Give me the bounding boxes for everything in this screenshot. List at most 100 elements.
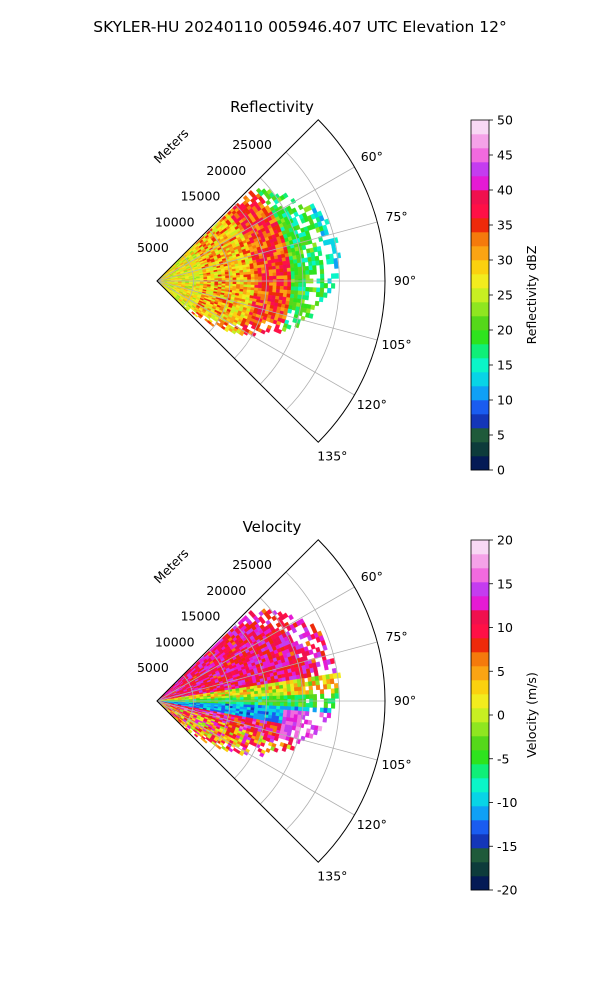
colorbar-swatch: [471, 148, 489, 163]
angle-tick-label: 105°: [381, 337, 411, 352]
colorbar-swatch: [471, 302, 489, 317]
colorbar-swatch: [471, 162, 489, 177]
range-tick-label: 25000: [232, 557, 272, 572]
angle-tick-label: 120°: [357, 397, 387, 412]
colorbar-swatch: [471, 428, 489, 443]
angle-tick-label: 105°: [381, 757, 411, 772]
azimuth-line-120: [156, 700, 355, 816]
colorbar-swatch: [471, 540, 489, 555]
velocity-sector-plot: 5000 10000 15000 20000 25000 Meters 60° 75° 90° 1…: [137, 539, 416, 883]
range-tick-label: 15000: [181, 189, 221, 204]
colorbar-swatch: [471, 820, 489, 835]
colorbar-tick-label: 0: [497, 463, 505, 478]
colorbar-swatch: [471, 694, 489, 709]
colorbar-swatch: [471, 274, 489, 289]
colorbar-swatch: [471, 834, 489, 849]
colorbar-tick-label: -10: [497, 795, 517, 810]
sector-outline: [156, 119, 386, 443]
reflectivity-panel: Reflectivity 5000 10000 15000 20000 25000 Met…: [137, 98, 539, 478]
colorbar-swatch: [471, 232, 489, 247]
angle-tick-label: 75°: [385, 209, 407, 224]
colorbar-tick-label: 10: [497, 393, 513, 408]
reflectivity-colorbar: 0 5 10 15 20 25 30 35 40 45 50: [470, 113, 513, 478]
colorbar-tick-label: -20: [497, 883, 517, 898]
azimuth-line-75: [156, 641, 378, 702]
velocity-colorbar-label: Velocity (m/s): [524, 672, 539, 758]
range-tick-label: 20000: [206, 163, 246, 178]
colorbar-swatch: [471, 260, 489, 275]
range-axis-label: Meters: [151, 126, 192, 167]
figure-title: SKYLER-HU 20240110 005946.407 UTC Elevat…: [93, 18, 507, 36]
azimuth-line-105: [156, 280, 378, 341]
colorbar-swatch: [471, 582, 489, 597]
colorbar-swatch: [471, 806, 489, 821]
angle-tick-label: 90°: [394, 273, 416, 288]
colorbar-tick-label: 0: [497, 708, 505, 723]
azimuth-line-60: [156, 166, 355, 282]
colorbar-swatch: [471, 554, 489, 569]
colorbar-swatch: [471, 344, 489, 359]
angle-tick-label: 75°: [385, 629, 407, 644]
colorbar-swatch: [471, 218, 489, 233]
angle-tick-label: 60°: [361, 149, 383, 164]
colorbar-swatch: [471, 624, 489, 639]
angle-tick-label: 60°: [361, 569, 383, 584]
velocity-colorbar: -20 -15 -10 -5 0 5 10 15 20: [470, 533, 517, 898]
range-tick-label: 5000: [137, 240, 169, 255]
colorbar-swatch: [471, 120, 489, 135]
colorbar-swatch: [471, 680, 489, 695]
colorbar-swatch: [471, 666, 489, 681]
angle-tick-label: 90°: [394, 693, 416, 708]
colorbar-swatch: [471, 792, 489, 807]
range-tick-label: 20000: [206, 583, 246, 598]
colorbar-tick-label: 45: [497, 148, 513, 163]
velocity-field: [158, 608, 342, 758]
colorbar-tick-label: 20: [497, 323, 513, 338]
colorbar-swatch: [471, 442, 489, 457]
colorbar-swatch: [471, 176, 489, 191]
azimuth-line-120: [156, 280, 355, 396]
angle-tick-label: 135°: [317, 868, 347, 883]
colorbar-swatch: [471, 414, 489, 429]
colorbar-swatch: [471, 204, 489, 219]
colorbar-swatch: [471, 862, 489, 877]
colorbar-swatch: [471, 316, 489, 331]
colorbar-swatch: [471, 652, 489, 667]
colorbar-tick-label: 15: [497, 576, 513, 591]
colorbar-tick-label: 5: [497, 428, 505, 443]
colorbar-swatch: [471, 736, 489, 751]
angle-tick-label: 135°: [317, 448, 347, 463]
colorbar-tick-label: 15: [497, 358, 513, 373]
colorbar-tick-label: 35: [497, 218, 513, 233]
azimuth-line-105: [156, 700, 378, 761]
colorbar-swatch: [471, 358, 489, 373]
colorbar-swatch: [471, 638, 489, 653]
colorbar-swatch: [471, 610, 489, 625]
velocity-panel: Velocity 5000 10000 15000 20000 25000 Meters 6…: [137, 518, 539, 898]
colorbar-swatch: [471, 400, 489, 415]
colorbar-swatch: [471, 708, 489, 723]
range-tick-label: 25000: [232, 137, 272, 152]
colorbar-swatch: [471, 750, 489, 765]
colorbar-swatch: [471, 722, 489, 737]
colorbar-swatch: [471, 568, 489, 583]
sector-outline: [156, 539, 386, 863]
colorbar-swatch: [471, 764, 489, 779]
colorbar-swatch: [471, 134, 489, 149]
reflectivity-title: Reflectivity: [230, 98, 314, 116]
colorbar-swatch: [471, 876, 489, 891]
reflectivity-sector-plot: 5000 10000 15000 20000 25000 Meters 60° 75° 90° 1…: [137, 119, 416, 463]
reflectivity-field: [158, 187, 342, 337]
colorbar-tick-label: 5: [497, 664, 505, 679]
colorbar-tick-label: 25: [497, 288, 513, 303]
colorbar-tick-label: -5: [497, 751, 509, 766]
angle-tick-label: 120°: [357, 817, 387, 832]
colorbar-tick-label: -15: [497, 839, 517, 854]
colorbar-swatch: [471, 288, 489, 303]
range-axis-label: Meters: [151, 546, 192, 587]
colorbar-tick-label: 40: [497, 183, 513, 198]
colorbar-swatch: [471, 190, 489, 205]
colorbar-tick-label: 30: [497, 253, 513, 268]
range-tick-label: 15000: [181, 609, 221, 624]
